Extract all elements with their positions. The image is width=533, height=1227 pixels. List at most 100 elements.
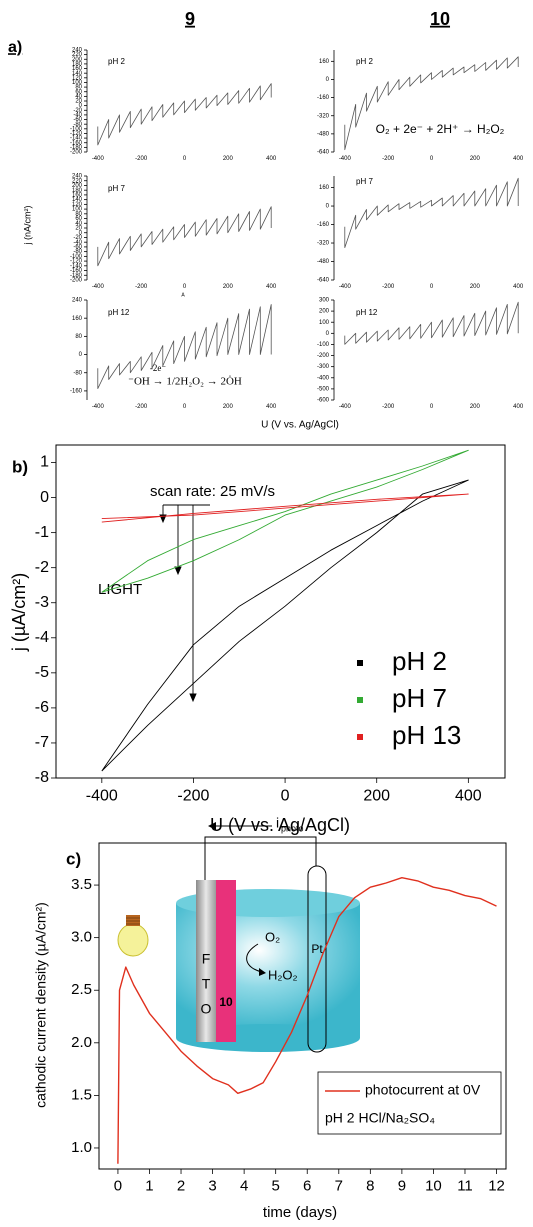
y-tick-label: 1.5 [71, 1086, 92, 1103]
subplot-label: pH 7 [108, 184, 125, 193]
y-tick-label: -6 [35, 699, 49, 716]
y-tick-label: -120 [70, 131, 83, 137]
x-tick-label: 0 [183, 284, 187, 290]
y-tick-label: 0 [326, 77, 330, 83]
x-tick-label: 0 [430, 284, 434, 290]
x-tick-label: 400 [513, 156, 524, 162]
y-tick-label: -640 [317, 278, 330, 284]
x-tick-label: 200 [223, 156, 234, 162]
y-tick-label: 160 [72, 316, 83, 322]
x-tick-label: 4 [240, 1177, 248, 1194]
column-title: 9 [185, 9, 195, 29]
x-tick-label: 9 [398, 1177, 406, 1194]
y-tick-label: -2 [35, 559, 49, 576]
x-tick-label: 200 [363, 787, 390, 804]
x-tick-label: 1 [145, 1177, 153, 1194]
x-axis-label: time (days) [263, 1204, 337, 1221]
subplot-label: pH 2 [108, 57, 125, 66]
x-tick-label: 7 [335, 1177, 343, 1194]
y-tick-label: -100 [70, 126, 83, 132]
y-tick-label: 0 [79, 103, 83, 109]
inset-label: F [202, 951, 211, 967]
y-tick-label: 40 [75, 94, 82, 100]
y-tick-label: 240 [72, 298, 83, 304]
y-tick-label: -160 [70, 388, 83, 394]
y-tick-label: 1.0 [71, 1139, 92, 1156]
x-tick-label: 400 [513, 404, 524, 410]
y-tick-label: 3.0 [71, 929, 92, 946]
inset-label: Pt [311, 942, 323, 956]
x-tick-label: -400 [339, 284, 352, 290]
inset-label: 10 [219, 995, 233, 1009]
legend-label: photocurrent at 0V [365, 1082, 481, 1098]
y-tick-label: -320 [317, 113, 330, 119]
legend-label: pH 13 [392, 720, 461, 750]
x-tick-label: -200 [382, 284, 395, 290]
annotation: -2e⁻ [150, 363, 166, 373]
inset-label: T [202, 976, 211, 992]
x-tick-label: 200 [470, 156, 481, 162]
y-tick-label: 3.5 [71, 876, 92, 893]
x-tick-label: 0 [430, 156, 434, 162]
y-tick-label: 140 [72, 71, 83, 77]
series-line [101, 479, 469, 772]
inset-label: photo [281, 823, 304, 833]
y-tick-label: -20 [73, 108, 82, 114]
y-tick-label: -480 [317, 131, 330, 137]
x-tick-label: 400 [266, 404, 277, 410]
y-tick-label: 220 [72, 178, 83, 184]
inset-label: O [201, 1001, 212, 1017]
x-tick-label: 200 [470, 404, 481, 410]
y-tick-label: 160 [319, 185, 330, 191]
y-tick-label: -1 [35, 524, 49, 541]
y-tick-label: 240 [72, 174, 83, 180]
y-tick-label: -4 [35, 629, 49, 646]
y-tick-label: -300 [317, 364, 330, 370]
x-tick-label: 0 [183, 404, 187, 410]
panel-label: b) [12, 457, 28, 476]
column-title: 10 [430, 9, 450, 29]
y-tick-label: 180 [72, 61, 83, 67]
legend-swatch [357, 697, 363, 703]
y-tick-label: -160 [317, 95, 330, 101]
legend-note: pH 2 HCl/Na₂SO₄ [325, 1110, 435, 1126]
y-tick-label: -180 [70, 273, 83, 279]
panel-label: c) [66, 849, 81, 868]
x-tick-label: -200 [382, 156, 395, 162]
chart-title: scan rate: 25 mV/s [150, 483, 275, 500]
y-tick-label: 80 [75, 85, 82, 91]
x-tick-label: -400 [339, 156, 352, 162]
x-tick-label: 11 [457, 1177, 473, 1194]
y-tick-label: -400 [317, 375, 330, 381]
x-tick-label: 400 [266, 156, 277, 162]
y-tick-label: -80 [73, 249, 82, 255]
y-tick-label: 180 [72, 188, 83, 194]
series-line [97, 304, 272, 389]
y-tick-label: 0 [326, 331, 330, 337]
legend-swatch [357, 660, 363, 666]
y-tick-label: -320 [317, 241, 330, 247]
series-line [97, 83, 272, 146]
x-tick-label: -400 [92, 156, 105, 162]
y-tick-label: 20 [75, 99, 82, 105]
series-line [101, 493, 469, 523]
y-tick-label: 140 [72, 197, 83, 203]
y-tick-label: -80 [73, 370, 82, 376]
x-tick-label: -400 [92, 284, 105, 290]
plot-frame [55, 444, 506, 779]
y-tick-label: -160 [317, 222, 330, 228]
x-tick-label: -200 [135, 156, 148, 162]
subplot-label: pH 12 [108, 308, 130, 317]
y-tick-label: 60 [75, 216, 82, 222]
y-tick-label: 0 [326, 204, 330, 210]
inset-label: i [276, 815, 279, 831]
y-tick-label: 0 [79, 352, 83, 358]
x-tick-label: -200 [177, 787, 209, 804]
x-tick-label: -200 [135, 404, 148, 410]
y-tick-label: 0 [79, 230, 83, 236]
y-axis-label: j (µA/cm²) [9, 573, 29, 652]
subplot-label: pH 2 [356, 57, 373, 66]
series-line [344, 177, 519, 248]
annotation: O₂ + 2e⁻ + 2H⁺ → H₂O₂ [376, 122, 505, 136]
